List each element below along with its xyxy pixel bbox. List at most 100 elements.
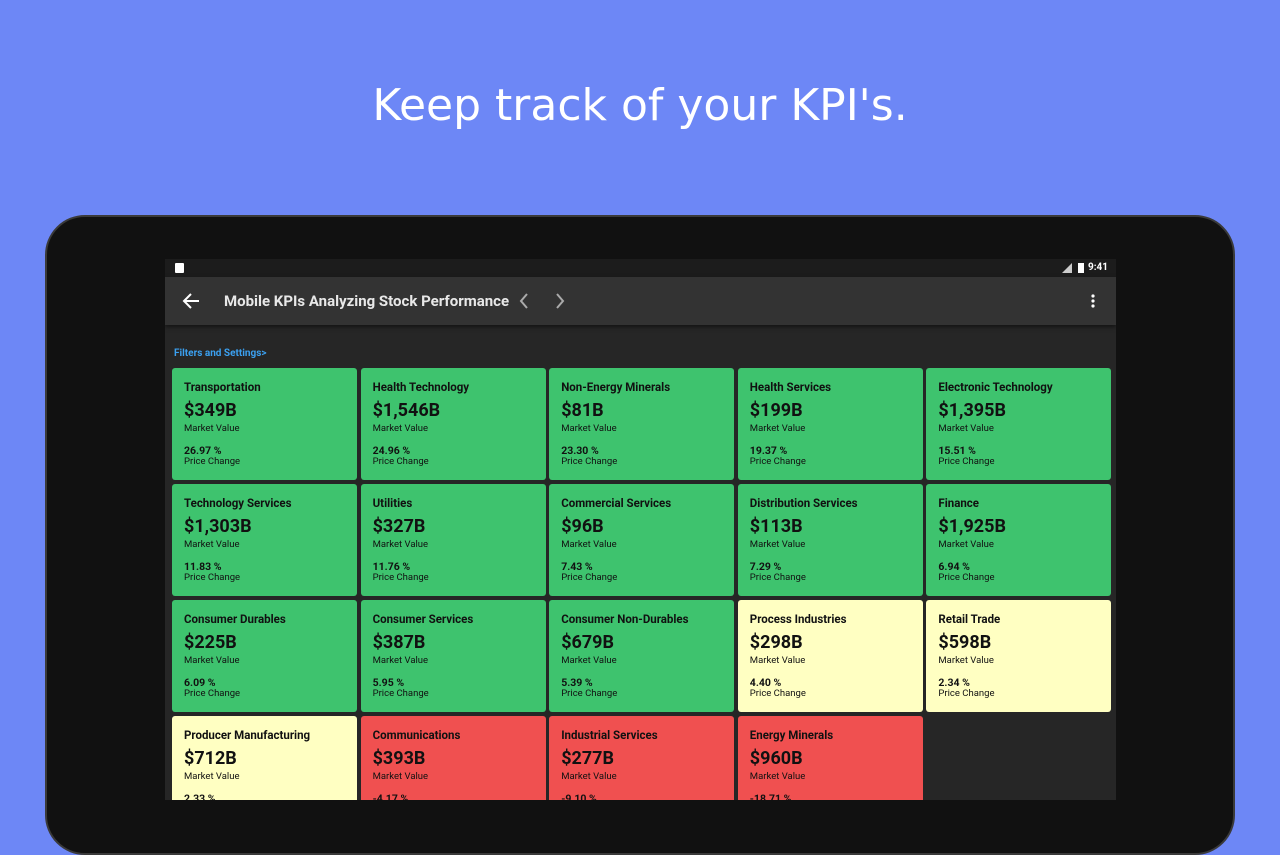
tile-value-label: Market Value [749, 423, 806, 434]
tile-name: Retail Trade [938, 612, 1001, 626]
tile-name: Health Technology [372, 380, 470, 394]
tile-value-label: Market Value [372, 771, 429, 782]
tile-value: $113B [749, 516, 803, 537]
tile-change-label: Price Change [372, 572, 429, 583]
page: Keep track of your KPI's. 9:41 Mobile KP… [45, 80, 1235, 855]
tile-value: $712B [184, 748, 237, 769]
tile-change-label: Price Change [938, 456, 995, 467]
tile-value-label: Market Value [372, 655, 429, 666]
tile-change-label: Price Change [749, 456, 806, 467]
tile-name: Consumer Non-Durables [561, 612, 689, 626]
headline: Keep track of your KPI's. [372, 80, 908, 131]
tile-value: $960B [749, 748, 803, 769]
tile-name: Commercial Services [561, 496, 672, 510]
tile-value-label: Market Value [184, 771, 240, 782]
tile-value: $298B [749, 632, 803, 653]
status-bar: 9:41 [165, 259, 1116, 277]
filters-link[interactable]: Filters and Settings> [174, 348, 267, 359]
tile-change: 23.30 % [561, 444, 599, 457]
kpi-tile[interactable]: Health Technology $1,546B Market Value 24.9… [360, 368, 546, 480]
tile-value-label: Market Value [372, 539, 429, 550]
tile-value-label: Market Value [184, 539, 240, 550]
kpi-tile[interactable]: Consumer Services $387B Market Value 5.95 %… [360, 600, 546, 712]
tile-name: Non-Energy Minerals [561, 380, 671, 394]
tile-value-label: Market Value [749, 655, 806, 666]
kpi-tile[interactable]: Distribution Services $113B Market Value 7.… [737, 484, 923, 596]
tile-value: $225B [184, 632, 237, 653]
tile-change-label: Price Change [749, 688, 806, 699]
tile-change-label: Price Change [184, 688, 241, 699]
tile-value: $1,546B [372, 400, 441, 421]
tile-name: Distribution Services [749, 496, 858, 510]
tile-value-label: Market Value [184, 655, 240, 666]
tile-value: $1,925B [938, 516, 1006, 537]
tile-value-label: Market Value [938, 539, 994, 550]
app-bar: Mobile KPIs Analyzing Stock Performance [165, 277, 1116, 325]
tile-change: 7.43 % [561, 560, 593, 573]
tile-name: Industrial Services [561, 728, 658, 742]
tile-change-label: Price Change [184, 572, 241, 583]
kpi-tile[interactable]: Commercial Services $96B Market Value 7.43 … [549, 484, 735, 596]
tile-change-label: Price Change [561, 456, 618, 467]
kpi-tile[interactable]: Industrial Services $277B Market Value -9.1… [549, 716, 735, 800]
kpi-tile[interactable]: Non-Energy Minerals $81B Market Value 23.30… [549, 368, 735, 480]
kpi-tile[interactable]: Health Services $199B Market Value 19.37 % P… [737, 368, 923, 480]
tile-change-label: Price Change [749, 572, 806, 583]
tile-change: 2.33 % [184, 792, 216, 800]
tile-change: 19.37 % [749, 444, 788, 457]
tile-change: -18.71 % [749, 792, 792, 800]
kpi-tile[interactable]: Retail Trade $598B Market Value 2.34 % Price… [926, 600, 1112, 712]
tile-change: 24.96 % [372, 444, 411, 457]
kpi-tile[interactable]: Electronic Technology $1,395B Market Value… [926, 368, 1112, 480]
tile-value: $81B [561, 400, 604, 421]
tile-value-label: Market Value [561, 539, 617, 550]
tile-name: Electronic Technology [938, 380, 1053, 394]
kpi-tile[interactable]: Energy Minerals $960B Market Value -18.71 %… [737, 716, 923, 800]
kpi-tile[interactable]: Producer Manufacturing $712B Market Value 2… [172, 716, 357, 800]
tile-change: 6.94 % [938, 560, 970, 573]
tile-change-label: Price Change [561, 688, 618, 699]
kpi-tile[interactable]: Technology Services $1,303B Market Value 11… [172, 484, 357, 596]
kpi-tile[interactable]: Consumer Durables $225B Market Value 6.09 %… [172, 600, 357, 712]
clock: 9:41 [1087, 262, 1108, 273]
kpi-tile[interactable]: Utilities $327B Market Value 11.76 % Price C… [360, 484, 546, 596]
tile-value: $96B [561, 516, 604, 537]
tile-value: $199B [749, 400, 803, 421]
tile-value: $387B [372, 632, 426, 653]
tile-value-label: Market Value [749, 539, 806, 550]
kpi-tile[interactable]: Finance $1,925B Market Value 6.94 % Price Ch… [926, 484, 1112, 596]
tile-name: Finance [938, 496, 979, 510]
kpi-tile[interactable]: Consumer Non-Durables $679B Market Value 5.… [549, 600, 735, 712]
kpi-tile[interactable]: Process Industries $298B Market Value 4.40 … [737, 600, 923, 712]
previous-button[interactable] [518, 292, 530, 310]
tile-change: -9.10 % [561, 792, 597, 800]
tile-change: 11.76 % [372, 560, 411, 573]
tile-value-label: Market Value [561, 655, 617, 666]
menu-button[interactable] [1090, 293, 1096, 309]
tile-name: Producer Manufacturing [184, 728, 311, 742]
tile-change: 4.40 % [749, 676, 782, 689]
tile-change-label: Price Change [184, 456, 241, 467]
tile-change: 7.29 % [749, 560, 782, 573]
tile-change-label: Price Change [372, 688, 429, 699]
tile-value-label: Market Value [184, 423, 240, 434]
tile-name: Communications [372, 728, 461, 742]
tile-name: Process Industries [749, 612, 847, 626]
back-button[interactable] [182, 292, 200, 310]
tile-name: Technology Services [184, 496, 292, 510]
tile-name: Transportation [184, 380, 261, 394]
notification-icon [175, 263, 184, 273]
next-button[interactable] [554, 292, 566, 310]
tile-change-label: Price Change [372, 456, 429, 467]
tile-change: 11.83 % [184, 560, 222, 573]
tile-value-label: Market Value [372, 423, 429, 434]
tile-change-label: Price Change [561, 572, 618, 583]
kpi-tile[interactable]: Transportation $349B Market Value 26.97 % Pr… [172, 368, 357, 480]
tile-value: $1,303B [184, 516, 252, 537]
tile-name: Utilities [372, 496, 413, 510]
tile-value: $327B [372, 516, 426, 537]
tile-value-label: Market Value [938, 655, 994, 666]
tile-value: $349B [184, 400, 237, 421]
tile-change: 5.95 % [372, 676, 405, 689]
